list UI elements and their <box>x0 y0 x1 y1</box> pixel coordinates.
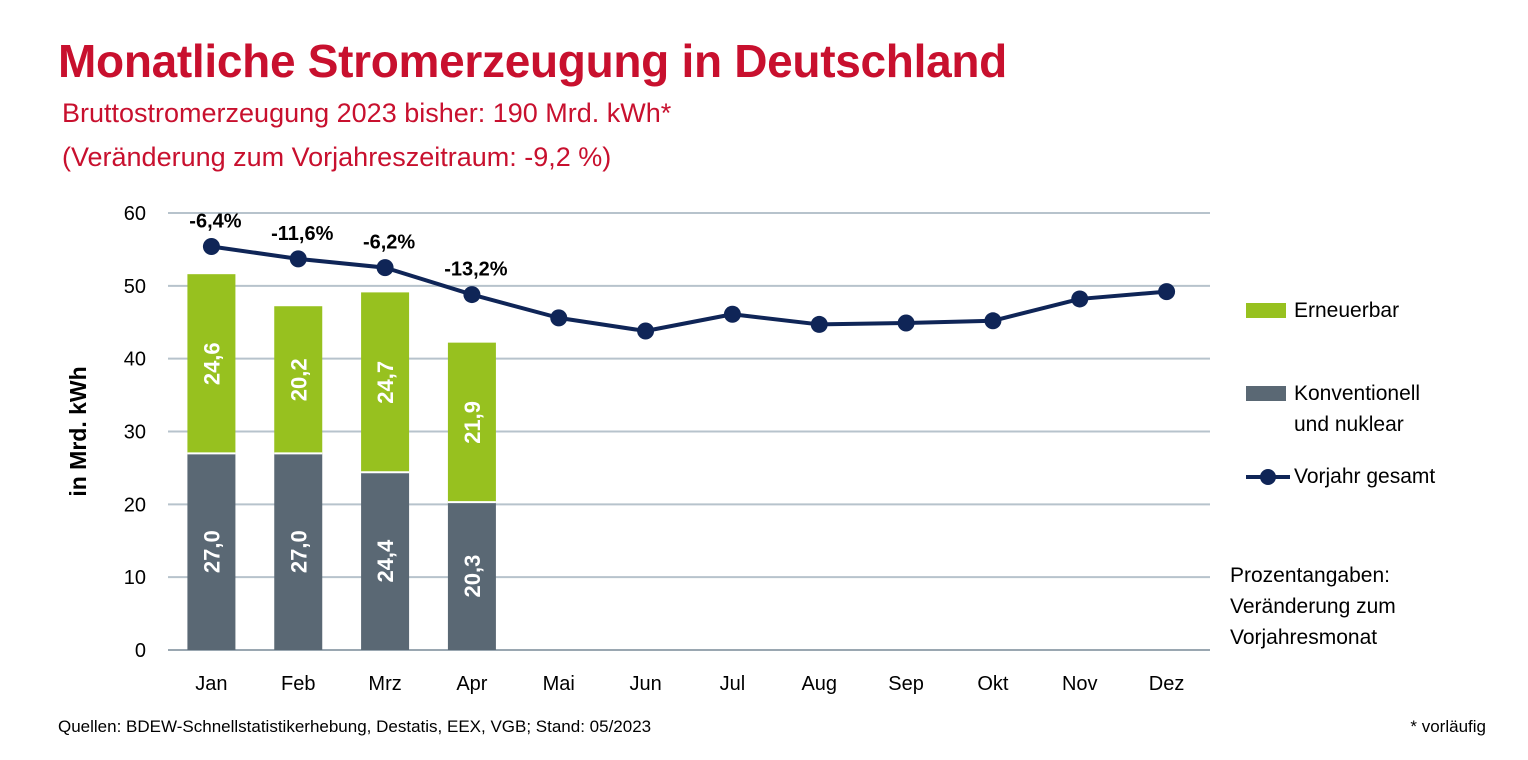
bar-renewable <box>187 274 236 454</box>
y-tick-label: 60 <box>124 203 146 225</box>
x-tick-label: Jul <box>720 673 746 695</box>
bar-renewable <box>447 342 496 503</box>
line-point-previous-year <box>463 286 481 304</box>
y-tick-label: 0 <box>135 640 146 662</box>
chart-subtitle-change: (Veränderung zum Vorjahreszeitraum: -9,2… <box>62 142 612 172</box>
bar-conventional <box>447 502 496 650</box>
bar-label-renewable: 21,9 <box>460 401 485 444</box>
bar-label-renewable: 24,6 <box>199 342 224 385</box>
line-point-previous-year <box>202 238 220 256</box>
note-line-3: Vorjahresmonat <box>1230 626 1378 649</box>
x-tick-label: Feb <box>281 673 315 695</box>
note-line-1: Prozentangaben: <box>1230 564 1390 587</box>
line-point-previous-year <box>984 312 1002 330</box>
bar-conventional <box>274 453 323 650</box>
x-tick-label: Jun <box>629 673 661 695</box>
legend-label-conventional-2: und nuklear <box>1294 413 1404 436</box>
change-annotation: -11,6% <box>271 223 333 245</box>
x-tick-label: Nov <box>1062 673 1098 695</box>
x-tick-label: Aug <box>801 673 837 695</box>
legend-swatch-conventional <box>1246 386 1286 401</box>
x-tick-label: Mrz <box>368 673 401 695</box>
y-tick-label: 10 <box>124 567 146 589</box>
bar-renewable <box>274 306 323 454</box>
x-tick-label: Mai <box>543 673 575 695</box>
legend-marker-previous-year <box>1246 469 1290 485</box>
bar-label-conventional: 27,0 <box>286 530 311 573</box>
legend-label-renewable: Erneuerbar <box>1294 299 1400 322</box>
legend-label-conventional-1: Konventionell <box>1294 382 1421 405</box>
x-tick-label: Jan <box>195 673 227 695</box>
bar-conventional <box>187 453 236 650</box>
line-point-previous-year <box>897 314 915 332</box>
y-tick-label: 40 <box>124 349 146 371</box>
x-tick-label: Dez <box>1149 673 1185 695</box>
bar-label-renewable: 24,7 <box>373 361 398 404</box>
bar-label-conventional: 20,3 <box>460 555 485 598</box>
bar-conventional <box>361 472 410 650</box>
percentage-note: Prozentangaben: Veränderung zum Vorjahre… <box>1230 560 1396 653</box>
chart-title: Monatliche Stromerzeugung in Deutschland <box>58 35 1007 87</box>
note-line-2: Veränderung zum <box>1230 595 1396 618</box>
line-point-previous-year <box>1071 290 1089 308</box>
x-tick-label: Apr <box>456 673 487 695</box>
footnote: * vorläufig <box>1410 717 1486 736</box>
legend-label-previous-year: Vorjahr gesamt <box>1294 465 1436 488</box>
line-point-previous-year <box>550 309 568 327</box>
x-tick-label: Okt <box>977 673 1009 695</box>
change-annotation: -13,2% <box>444 259 508 281</box>
change-annotation: -6,2% <box>363 232 415 254</box>
y-tick-label: 20 <box>124 494 146 516</box>
bar-label-renewable: 20,2 <box>286 358 311 401</box>
line-point-previous-year <box>810 315 828 333</box>
chart-subtitle-total: Bruttostromerzeugung 2023 bisher: 190 Mr… <box>62 98 672 128</box>
legend-swatch-renewable <box>1246 303 1286 318</box>
y-tick-label: 30 <box>124 422 146 444</box>
line-point-previous-year <box>376 259 394 277</box>
line-point-previous-year <box>723 305 741 323</box>
change-annotation: -6,4% <box>189 211 241 233</box>
line-point-previous-year <box>637 322 655 340</box>
y-tick-label: 50 <box>124 276 146 298</box>
x-tick-label: Sep <box>888 673 924 695</box>
bar-renewable <box>361 292 410 473</box>
source-note: Quellen: BDEW-Schnellstatistikerhebung, … <box>58 717 652 736</box>
line-point-previous-year <box>289 250 307 268</box>
bar-label-conventional: 24,4 <box>373 539 398 583</box>
line-previous-year <box>211 244 1167 333</box>
bar-label-conventional: 27,0 <box>199 530 224 573</box>
y-axis-label: in Mrd. kWh <box>65 366 91 496</box>
line-point-previous-year <box>1158 283 1176 301</box>
